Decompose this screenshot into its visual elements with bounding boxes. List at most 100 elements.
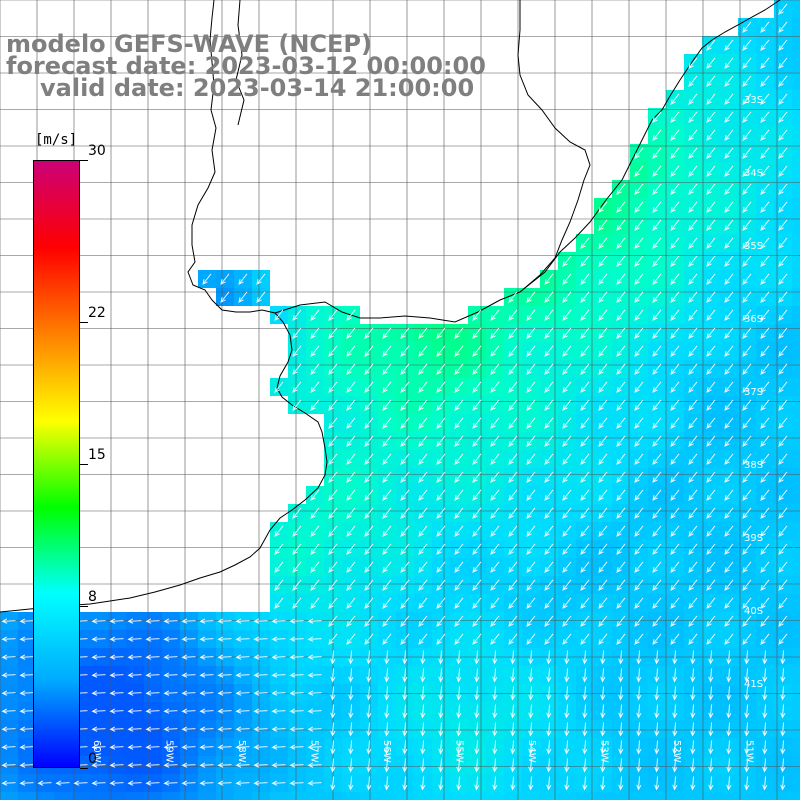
wind-arrow	[724, 561, 734, 573]
wind-cell	[792, 774, 800, 792]
wind-arrow	[217, 672, 232, 678]
wind-cell	[792, 378, 800, 396]
wind-arrow	[778, 255, 788, 267]
wind-arrow	[346, 579, 356, 591]
wind-arrow	[742, 75, 752, 87]
wind-arrow	[307, 726, 322, 732]
wind-arrow	[616, 507, 626, 519]
wind-arrow	[526, 453, 536, 465]
wind-arrow	[724, 579, 734, 591]
wind-arrow	[402, 650, 408, 665]
wind-arrow	[582, 722, 588, 737]
wind-arrow	[744, 650, 750, 665]
wind-arrow	[436, 615, 446, 627]
wind-arrow	[400, 615, 410, 627]
wind-cell	[414, 792, 432, 800]
wind-arrow	[708, 686, 714, 701]
wind-arrow	[654, 668, 660, 683]
wind-cell	[144, 792, 162, 800]
wind-arrow	[562, 543, 572, 555]
wind-arrow	[348, 740, 354, 755]
wind-arrow	[778, 39, 788, 51]
wind-arrow	[253, 744, 268, 750]
wind-arrow	[145, 762, 160, 768]
wind-arrow	[778, 75, 788, 87]
wind-arrow	[310, 579, 320, 591]
wind-arrow	[688, 57, 698, 69]
wind-arrow	[235, 762, 250, 768]
wind-arrow	[271, 744, 286, 750]
wind-arrow	[346, 417, 356, 429]
wind-arrow	[670, 579, 680, 591]
wind-arrow	[384, 704, 390, 719]
wind-arrow	[562, 579, 572, 591]
wind-cell	[792, 504, 800, 522]
wind-arrow	[328, 345, 338, 357]
wind-arrow	[724, 57, 734, 69]
wind-arrow	[382, 363, 392, 375]
wind-arrow	[760, 633, 770, 645]
latitude-label: 34S	[744, 168, 763, 179]
longitude-label: 51W	[744, 740, 755, 763]
wind-arrow	[55, 780, 70, 786]
wind-arrow	[490, 471, 500, 483]
wind-arrow	[762, 668, 768, 683]
wind-arrow	[778, 57, 788, 69]
wind-arrow	[598, 381, 608, 393]
wind-arrow	[652, 273, 662, 285]
wind-arrow	[109, 744, 124, 750]
wind-arrow	[490, 363, 500, 375]
wind-arrow	[580, 579, 590, 591]
wind-arrow	[364, 489, 374, 501]
wind-arrow	[598, 615, 608, 627]
wind-arrow	[544, 399, 554, 411]
wind-arrow	[510, 668, 516, 683]
wind-arrow	[492, 668, 498, 683]
wind-arrow	[546, 686, 552, 701]
wind-arrow	[634, 435, 644, 447]
wind-arrow	[181, 636, 196, 642]
wind-arrow	[526, 309, 536, 321]
wind-arrow	[510, 704, 516, 719]
wind-arrow	[544, 345, 554, 357]
wind-arrow	[778, 3, 788, 15]
wind-arrow	[418, 579, 428, 591]
wind-cell	[792, 180, 800, 198]
wind-arrow	[618, 722, 624, 737]
wind-arrow	[600, 758, 606, 773]
wind-arrow	[1, 672, 16, 678]
wind-arrow	[778, 381, 788, 393]
wind-arrow	[564, 686, 570, 701]
wind-arrow	[526, 507, 536, 519]
wind-arrow	[544, 471, 554, 483]
wind-arrow	[616, 219, 626, 231]
wind-arrow	[562, 363, 572, 375]
wind-arrow	[454, 489, 464, 501]
wind-arrow	[742, 201, 752, 213]
wind-arrow	[706, 111, 716, 123]
wind-arrow	[778, 273, 788, 285]
longitude-label: 54W	[526, 740, 537, 763]
wind-arrow	[420, 650, 426, 665]
wind-arrow	[384, 686, 390, 701]
wind-arrow	[235, 654, 250, 660]
wind-cell	[792, 342, 800, 360]
wind-arrow	[382, 543, 392, 555]
wind-arrow	[688, 453, 698, 465]
wind-arrow	[636, 686, 642, 701]
wind-arrow	[634, 183, 644, 195]
wind-arrow	[127, 744, 142, 750]
wind-arrow	[382, 345, 392, 357]
wind-arrow	[672, 668, 678, 683]
wind-arrow	[402, 668, 408, 683]
wind-arrow	[742, 147, 752, 159]
wind-arrow	[235, 780, 250, 786]
wind-arrow	[580, 507, 590, 519]
wind-cell	[648, 792, 666, 800]
wind-arrow	[562, 615, 572, 627]
wind-arrow	[238, 291, 248, 303]
wind-arrow	[724, 291, 734, 303]
wind-arrow	[127, 636, 142, 642]
wind-arrow	[346, 363, 356, 375]
wind-arrow	[348, 686, 354, 701]
